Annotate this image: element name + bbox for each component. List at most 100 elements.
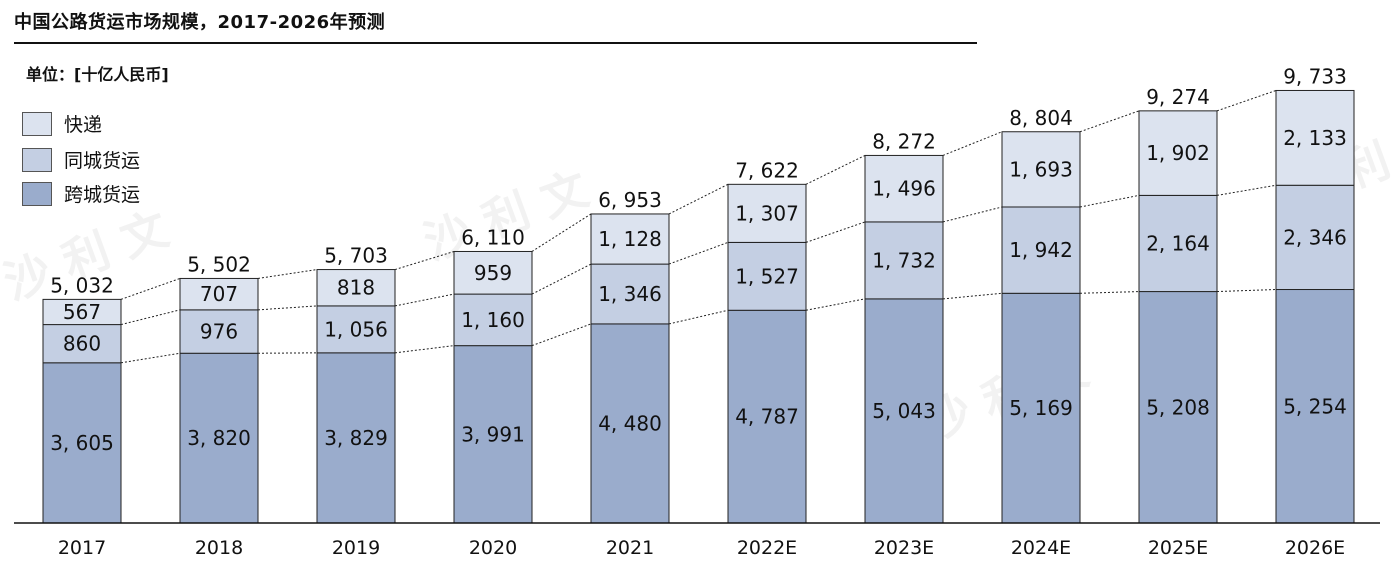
segment-value-label: 1, 346	[598, 282, 662, 306]
connector-line	[394, 250, 455, 271]
bar-segment	[453, 345, 533, 524]
legend-label-intercity: 跨城货运	[64, 184, 141, 206]
x-tick-label: 2018	[195, 537, 243, 559]
connector-line	[394, 345, 455, 354]
bar-segment	[42, 324, 122, 364]
bar-segment	[316, 305, 396, 354]
legend-swatch-intercity	[22, 181, 52, 206]
segment-value-label: 5, 043	[872, 399, 936, 423]
connector-line	[120, 309, 181, 326]
segment-value-label: 1, 732	[872, 248, 936, 272]
segment-value-label: 1, 056	[324, 317, 388, 341]
segment-value-label: 1, 527	[735, 264, 799, 288]
bar-segment	[1138, 291, 1218, 524]
connector-line	[531, 263, 592, 295]
segment-value-label: 1, 160	[461, 308, 525, 332]
connector-line	[942, 206, 1003, 223]
bar-segment	[1001, 206, 1081, 294]
connector-line	[257, 305, 318, 311]
total-value-label: 7, 622	[735, 158, 799, 182]
x-tick-label: 2024E	[1011, 537, 1071, 559]
connector-line	[1216, 89, 1277, 112]
segment-value-label: 860	[63, 332, 101, 356]
total-value-label: 8, 804	[1009, 106, 1073, 130]
total-value-label: 5, 703	[324, 244, 388, 268]
segment-value-label: 3, 991	[461, 422, 525, 446]
segment-value-label: 1, 496	[872, 177, 936, 201]
connector-line	[1216, 289, 1277, 293]
x-tick-label: 2022E	[737, 537, 797, 559]
bar-segment	[1138, 110, 1218, 196]
total-value-label: 6, 953	[598, 188, 662, 212]
connector-line	[531, 323, 592, 347]
bar-segment	[453, 250, 533, 295]
x-tick-label: 2021	[606, 537, 654, 559]
segment-value-label: 1, 942	[1009, 238, 1073, 262]
bar-segment	[864, 154, 944, 223]
legend-label-express: 快递	[64, 114, 103, 136]
connector-line	[1079, 291, 1140, 294]
bar-segment	[727, 309, 807, 524]
x-tick-label: 2017	[58, 537, 106, 559]
bar-segment	[590, 323, 670, 524]
legend-swatch-express	[22, 111, 52, 136]
segment-value-label: 5, 254	[1283, 394, 1347, 418]
segment-value-label: 976	[200, 320, 238, 344]
connector-line	[120, 352, 181, 364]
connector-line	[805, 221, 866, 243]
segment-value-label: 1, 307	[735, 201, 799, 225]
legend-item-express: 快递	[22, 110, 102, 137]
bar-segment	[453, 293, 533, 347]
connector-line	[394, 293, 455, 307]
bar-segment	[1001, 292, 1081, 524]
segment-value-label: 567	[63, 300, 101, 324]
x-tick-label: 2025E	[1148, 537, 1208, 559]
bar-segment	[42, 298, 122, 326]
connector-line	[668, 241, 729, 265]
connector-line	[120, 277, 181, 300]
bar-segment	[1001, 131, 1081, 208]
chart-title: 中国公路货运市场规模，2017-2026年预测	[14, 12, 386, 33]
segment-value-label: 959	[474, 261, 512, 285]
x-tick-label: 2020	[469, 537, 517, 559]
connector-line	[942, 292, 1003, 300]
bar-segment	[727, 183, 807, 243]
bar-segment	[864, 298, 944, 524]
segment-value-label: 1, 128	[598, 227, 662, 251]
segment-value-label: 5, 208	[1146, 395, 1210, 419]
x-tick-label: 2019	[332, 537, 380, 559]
legend-label-intracity: 同城货运	[64, 150, 141, 172]
bar-segment	[316, 352, 396, 524]
segment-value-label: 3, 605	[50, 431, 114, 455]
connector-line	[1079, 110, 1140, 133]
connector-line	[942, 131, 1003, 156]
segment-value-label: 3, 820	[187, 426, 251, 450]
segment-value-label: 1, 902	[1146, 141, 1210, 165]
bar-segment	[590, 213, 670, 265]
total-value-label: 5, 032	[50, 273, 114, 297]
total-value-label: 9, 274	[1146, 85, 1210, 109]
legend-item-intracity: 同城货运	[22, 146, 140, 173]
bar-segment	[1275, 89, 1355, 186]
bar-segment	[316, 269, 396, 307]
segment-value-label: 707	[200, 282, 238, 306]
segment-value-label: 5, 169	[1009, 396, 1073, 420]
connector-line	[668, 183, 729, 215]
connector-line	[257, 269, 318, 279]
total-value-label: 9, 733	[1283, 64, 1347, 88]
title-divider	[14, 42, 977, 44]
connector-line	[1216, 184, 1277, 196]
segment-value-label: 4, 787	[735, 405, 799, 429]
bar-segment	[590, 263, 670, 325]
segment-value-label: 3, 829	[324, 426, 388, 450]
segment-value-label: 1, 693	[1009, 157, 1073, 181]
unit-label: 单位：[十亿人民币]	[26, 65, 169, 84]
connector-line	[531, 213, 592, 252]
segment-value-label: 4, 480	[598, 411, 662, 435]
total-value-label: 6, 110	[461, 225, 525, 249]
bar-segment	[179, 309, 259, 354]
bar-segment	[1275, 184, 1355, 291]
total-value-label: 5, 502	[187, 252, 251, 276]
connector-line	[1079, 194, 1140, 208]
